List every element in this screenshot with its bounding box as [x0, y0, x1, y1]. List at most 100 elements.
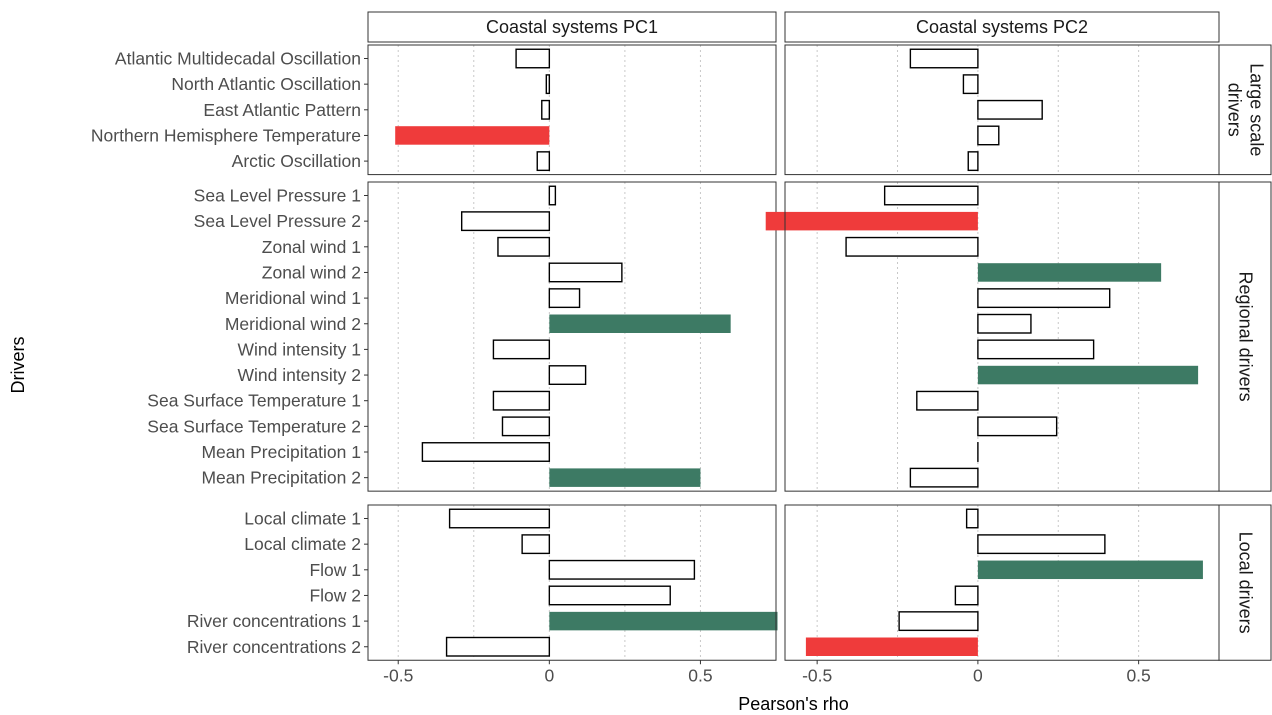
column-strip-label: Coastal systems PC1 [486, 17, 658, 37]
bar [883, 185, 979, 206]
panel-border [367, 44, 777, 176]
panel-g3-c1 [367, 504, 778, 661]
bar [421, 442, 551, 462]
column-strip-label: Coastal systems PC2 [916, 17, 1088, 37]
bar [549, 314, 731, 333]
panel-border [367, 504, 777, 661]
bar [460, 211, 551, 232]
bar [501, 416, 551, 437]
bar [765, 211, 978, 231]
driver-label: Northern Hemisphere Temperature [91, 125, 361, 145]
driver-label: North Atlantic Oscillation [171, 74, 361, 94]
bar [977, 263, 1162, 282]
bar [548, 365, 587, 385]
panel-g2-c1 [367, 181, 777, 492]
x-axis-title: Pearson's rho [738, 694, 849, 714]
group-strip-box [1218, 504, 1272, 661]
driver-label: Arctic Oscillation [232, 151, 361, 171]
bar [445, 636, 551, 657]
driver-label: River concentrations 2 [187, 637, 361, 657]
bar [548, 185, 557, 206]
driver-label: Atlantic Multidecadal Oscillation [115, 49, 361, 69]
bar [977, 288, 1111, 309]
driver-label: Mean Precipitation 2 [201, 468, 361, 488]
driver-label: Meridional wind 2 [225, 314, 361, 334]
driver-label: Meridional wind 1 [225, 288, 361, 308]
group-strip-label-line: Large scale [1247, 63, 1267, 156]
bar [977, 416, 1058, 437]
bar [845, 236, 979, 257]
bar [515, 48, 551, 69]
group-strip-label: Local drivers [1236, 532, 1256, 634]
driver-label: Sea Surface Temperature 2 [147, 416, 361, 436]
bar [977, 313, 1032, 334]
bar [805, 637, 978, 656]
bar [497, 236, 551, 257]
x-tick-label: -0.5 [383, 665, 413, 685]
driver-label: Local climate 2 [244, 534, 361, 554]
bar [395, 126, 550, 145]
bar [548, 585, 671, 606]
x-tick-label: 0.5 [1126, 665, 1150, 685]
driver-label: Zonal wind 1 [262, 237, 361, 257]
column-strip-1: Coastal systems PC1 [367, 11, 777, 43]
bar [962, 74, 979, 95]
bar [548, 559, 696, 580]
bar [977, 125, 1000, 146]
group-strip-label: Large scaledrivers [1225, 63, 1267, 156]
bar [541, 99, 551, 120]
y-axis-title: Drivers [8, 337, 28, 394]
driver-label: Local climate 1 [244, 509, 361, 529]
group-strip-label-line: Local drivers [1236, 532, 1256, 634]
driver-label: Zonal wind 2 [262, 262, 361, 282]
bar [545, 74, 551, 95]
bar [548, 262, 623, 283]
group-strip-label-line: drivers [1225, 83, 1245, 137]
bar [536, 151, 551, 172]
bar [916, 390, 979, 411]
x-tick-label: 0.5 [688, 665, 712, 685]
group-strip-box [1218, 181, 1272, 492]
bar [977, 339, 1095, 360]
driver-label: East Atlantic Pattern [203, 100, 361, 120]
column-strip-box [784, 11, 1220, 43]
bar [977, 365, 1199, 385]
panel-border [784, 44, 1220, 176]
group-strip-1: Large scaledrivers [1218, 44, 1272, 176]
panel-g2-c2 [765, 181, 1220, 492]
column-strip-box [367, 11, 777, 43]
driver-label: Flow 1 [309, 560, 361, 580]
bar [977, 534, 1106, 555]
driver-label: Mean Precipitation 1 [201, 442, 361, 462]
panel-g3-c2 [784, 504, 1220, 661]
bar [909, 467, 979, 488]
group-strip-3: Local drivers [1218, 504, 1272, 661]
bar [965, 508, 979, 529]
driver-label: River concentrations 1 [187, 611, 361, 631]
panel-border [367, 181, 777, 492]
bar [492, 339, 551, 360]
driver-label: Sea Level Pressure 1 [194, 186, 361, 206]
bar [492, 390, 551, 411]
panel-g1-c1 [367, 44, 777, 176]
bar [549, 611, 778, 631]
bar [548, 288, 581, 309]
driver-label: Wind intensity 1 [237, 339, 361, 359]
x-tick-label: -0.5 [802, 665, 832, 685]
group-strip-2: Regional drivers [1218, 181, 1272, 492]
bar [521, 534, 551, 555]
x-tick-label: 0 [973, 665, 983, 685]
bar [448, 508, 551, 529]
panel-g1-c2 [784, 44, 1220, 176]
x-tick-label: 0 [544, 665, 554, 685]
bar [549, 468, 701, 487]
group-strip-label: Regional drivers [1236, 272, 1256, 402]
bar [909, 48, 979, 69]
bar [977, 560, 1203, 580]
driver-label: Sea Level Pressure 2 [194, 211, 361, 231]
bar [967, 151, 979, 172]
bar [954, 585, 979, 606]
bar [898, 611, 979, 632]
driver-label: Wind intensity 2 [237, 365, 361, 385]
